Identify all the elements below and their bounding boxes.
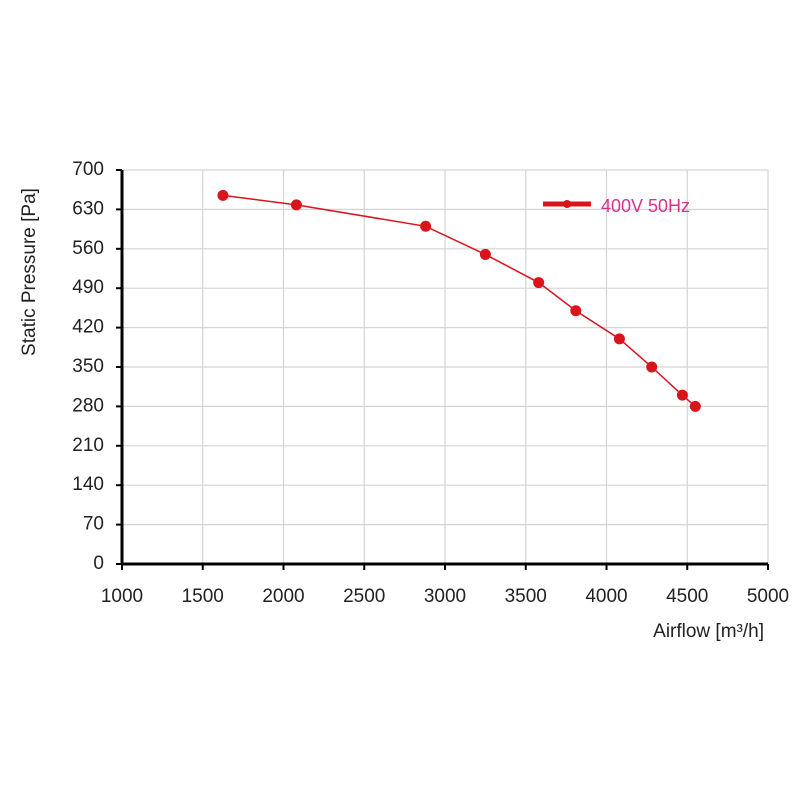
data-point [217, 189, 229, 201]
data-point [420, 220, 432, 232]
data-point [676, 389, 688, 401]
data-point [613, 333, 625, 345]
y-tick-label: 280 [72, 395, 104, 416]
y-tick-label: 140 [72, 474, 104, 495]
y-tick-label: 0 [93, 553, 104, 574]
x-tick-label: 4000 [585, 586, 627, 607]
x-tick-label: 5000 [747, 586, 789, 607]
data-point [689, 400, 701, 412]
data-point [479, 248, 491, 260]
y-tick-label: 420 [72, 317, 104, 338]
legend-label: 400V 50Hz [601, 196, 690, 216]
y-axis-label: Static Pressure [Pa] [19, 188, 40, 356]
series-line [222, 194, 696, 407]
y-tick-label: 630 [72, 198, 104, 219]
y-tick-label: 70 [83, 514, 104, 535]
y-tick-label: 210 [72, 435, 104, 456]
y-tick-label: 350 [72, 356, 104, 377]
data-point [533, 277, 545, 289]
x-tick-label: 3500 [505, 586, 547, 607]
x-tick-label: 2000 [262, 586, 304, 607]
x-tick-label: 1000 [101, 586, 143, 607]
x-tick-label: 4500 [666, 586, 708, 607]
y-tick-label: 560 [72, 238, 104, 259]
x-axis-label: Airflow [m³/h] [653, 621, 764, 642]
legend-marker [563, 200, 571, 208]
y-tick-label: 700 [72, 159, 104, 180]
y-tick-label: 490 [72, 277, 104, 298]
data-point [570, 305, 582, 317]
data-point [290, 199, 302, 211]
data-point [646, 361, 658, 373]
x-tick-label: 1500 [182, 586, 224, 607]
x-tick-label: 3000 [424, 586, 466, 607]
x-tick-label: 2500 [343, 586, 385, 607]
